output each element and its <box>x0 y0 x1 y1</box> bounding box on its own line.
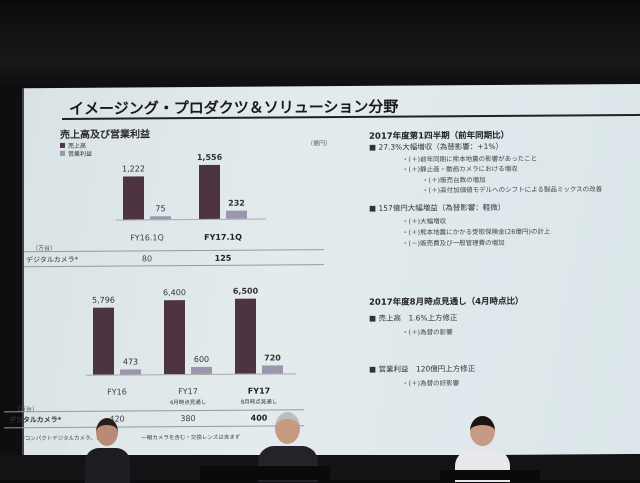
value-label: 600 <box>193 355 210 365</box>
q1-subitem: ・(＋)販売台数の増加 <box>422 175 486 185</box>
bar-sales <box>199 164 220 219</box>
presentation-slide: イメージング・プロダクツ＆ソリューション分野 売上高及び営業利益 売上高 営業利… <box>4 83 640 459</box>
bar-operating-income <box>262 365 283 374</box>
bar-sales <box>123 176 144 220</box>
forecast-item: ・(＋)為替の好影響 <box>402 379 460 388</box>
unit-label: （億円） <box>307 140 332 148</box>
value-label: 473 <box>122 356 139 367</box>
q1-item: ・(＋)大幅増収 <box>402 217 447 226</box>
presenter-left <box>85 418 130 483</box>
bar-sales <box>235 298 256 374</box>
q1-bullet-2: ■ 157億円大幅増益（為替影響：軽微） <box>369 202 506 213</box>
category-label: FY16 <box>107 387 127 397</box>
category-label: FY17 <box>178 387 198 397</box>
forecast-heading: 2017年度8月時点見通し（4月時点比） <box>369 296 524 308</box>
value-label: 6,500 <box>232 286 259 297</box>
value-label: 1,556 <box>196 152 223 162</box>
footnote: *コンパクトデジタルカメラ、レ 一眼カメラを含む・交換レンズは含まず <box>22 434 241 443</box>
value-label: 720 <box>264 353 281 363</box>
digital-camera-value: 125 <box>214 253 232 263</box>
q1-item: ・(＋)静止画・動画カメラにおける増収 <box>402 164 518 174</box>
row-label-1: デジタルカメラ* <box>26 255 79 265</box>
category-note: 4月時点見通し <box>169 399 207 407</box>
value-label: 1,222 <box>122 164 145 174</box>
q1-item: ・(－)販売費及び一般管理費の増加 <box>402 238 505 248</box>
value-label: 5,796 <box>92 295 115 306</box>
bar-sales <box>93 307 114 375</box>
forecast-bullet-1: ■ 売上高 1.6%上方修正 <box>369 313 458 323</box>
q1-heading: 2017年度第1四半期（前年同期比） <box>369 130 510 142</box>
digital-camera-value: 380 <box>180 414 196 424</box>
value-label: 232 <box>228 198 245 208</box>
q1-subitem: ・(＋)高付加価値モデルへのシフトによる製品ミックスの改善 <box>422 185 603 195</box>
chart-subtitle: 売上高及び営業利益 <box>60 129 150 141</box>
podium <box>440 470 540 480</box>
category-label: FY17 <box>247 386 271 396</box>
forecast-item: ・(＋)為替の影響 <box>402 328 453 337</box>
legend-operating-income: 営業利益 <box>60 149 92 158</box>
q1-bullet-1: ■ 27.3%大幅増収（為替影響：+1%） <box>369 141 503 152</box>
forecast-bullet-2: ■ 営業利益 120億円上方修正 <box>369 364 476 374</box>
bar-sales <box>164 300 185 375</box>
category-label: FY17.1Q <box>204 232 242 242</box>
podium <box>200 466 330 480</box>
row-label-2: デジタルカメラ* <box>9 415 62 425</box>
bar-operating-income <box>226 210 247 219</box>
q1-item: ・(＋)熊本地震にかかる受取保険金(26億円)の計上 <box>402 227 551 237</box>
value-label: 75 <box>155 204 166 214</box>
category-note: 8月時点見通し <box>240 399 278 406</box>
category-label: FY16.1Q <box>130 233 164 243</box>
value-label: 6,400 <box>163 288 186 298</box>
digital-camera-value: 80 <box>141 254 153 264</box>
